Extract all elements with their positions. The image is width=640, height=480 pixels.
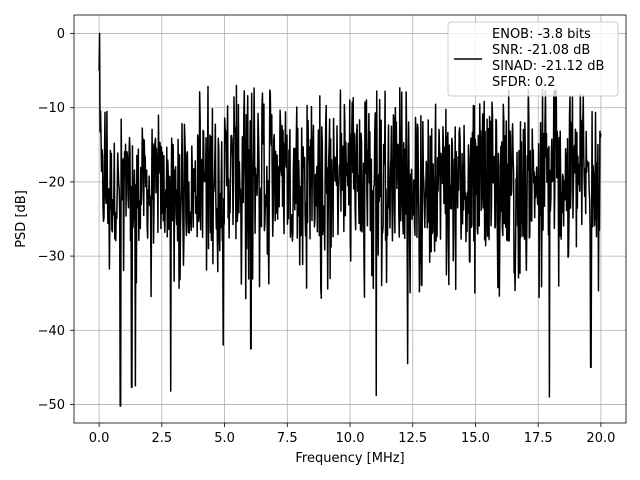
legend-box	[447, 21, 619, 97]
y-tick-label: −20	[38, 175, 65, 190]
x-tick-label: 0.0	[89, 431, 110, 446]
y-axis-label: PSD [dB]	[14, 190, 29, 248]
y-tick-label: −30	[38, 250, 65, 265]
x-tick-label: 17.5	[524, 431, 553, 446]
x-tick-label: 20.0	[586, 431, 615, 446]
y-tick-label: 0	[57, 27, 65, 42]
x-tick-label: 15.0	[461, 431, 490, 446]
x-axis: 0.0 2.5 5.0 7.5 10.0 12.5 15.0 17.5 20.0	[89, 423, 615, 446]
x-tick-label: 10.0	[336, 431, 365, 446]
y-axis: 0 −10 −20 −30 −40 −50	[38, 27, 74, 413]
legend-entry-sinad: SINAD: -21.12 dB	[492, 59, 604, 74]
series-line-psd	[98, 32, 602, 407]
x-tick-label: 5.0	[214, 431, 235, 446]
legend-entry-enob: ENOB: -3.8 bits	[492, 27, 591, 42]
plot-area-frame	[73, 14, 627, 424]
x-tick-label: 2.5	[151, 431, 172, 446]
y-tick-label: −40	[38, 324, 65, 339]
x-tick-label: 7.5	[277, 431, 298, 446]
x-axis-label: Frequency [MHz]	[295, 451, 404, 466]
legend: ENOB: -3.8 bits SNR: -21.08 dB SINAD: -2…	[447, 21, 619, 97]
legend-entry-snr: SNR: -21.08 dB	[492, 43, 590, 58]
x-tick-label: 12.5	[398, 431, 427, 446]
y-tick-label: −50	[38, 398, 65, 413]
y-tick-label: −10	[38, 101, 65, 116]
legend-entry-sfdr: SFDR: 0.2	[492, 75, 556, 90]
